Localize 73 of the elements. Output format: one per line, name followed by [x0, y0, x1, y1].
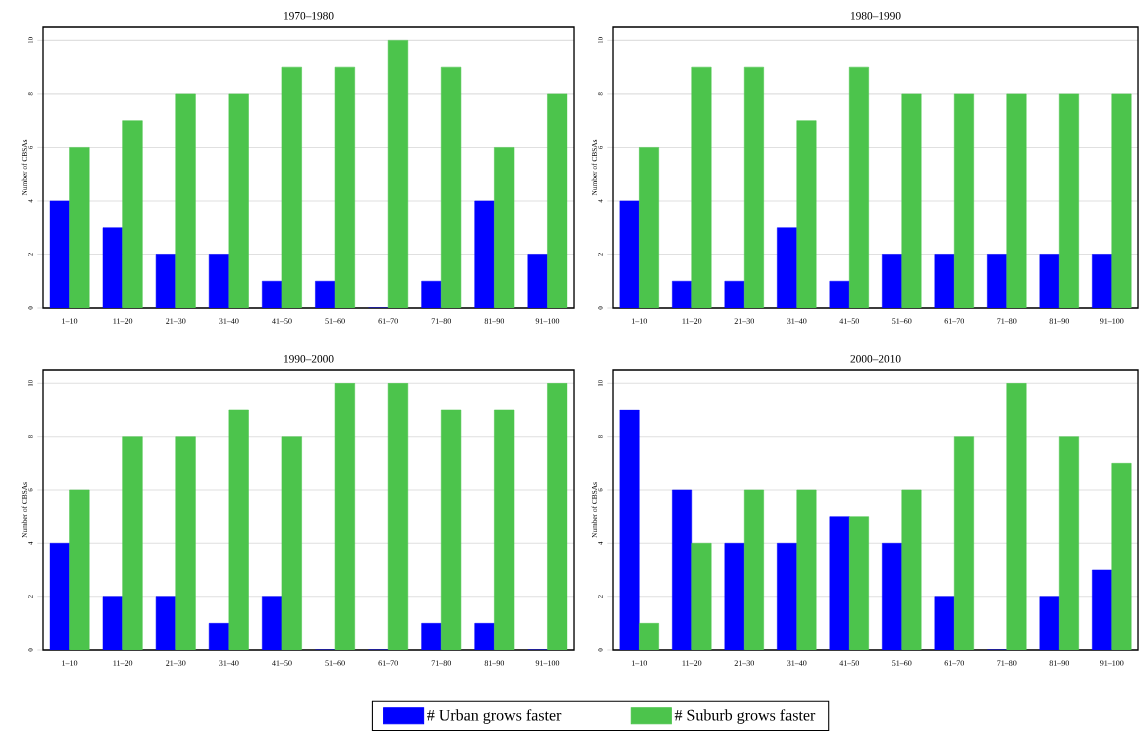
bar	[1006, 383, 1027, 650]
legend-label: # Suburb grows faster	[674, 709, 816, 724]
x-tick-label: 61–70	[378, 318, 398, 324]
bar	[953, 436, 974, 650]
x-tick-label: 11–20	[113, 318, 133, 324]
bar	[155, 596, 177, 650]
legend-label: # Urban grows faster	[427, 709, 562, 724]
chart-title: 1990–2000	[284, 354, 334, 363]
x-tick-label: 91–100	[535, 318, 560, 324]
x-tick-label: 41–50	[272, 318, 292, 324]
chart-title: 1970–1980	[284, 11, 334, 20]
x-tick-label: 61–70	[378, 660, 398, 666]
x-tick-label: 21–30	[166, 660, 186, 666]
bar	[743, 489, 764, 650]
x-tick-label: 71–80	[997, 660, 1017, 666]
x-tick-label: 51–60	[325, 660, 345, 666]
x-tick-label: 81–90	[1049, 318, 1069, 324]
bar	[102, 596, 123, 650]
chart-title: 1980–1990	[851, 11, 901, 20]
bar	[1111, 463, 1132, 650]
x-tick-label: 51–60	[892, 660, 912, 666]
bar	[474, 623, 495, 650]
bar	[494, 409, 515, 650]
x-tick-label: 61–70	[944, 660, 964, 666]
x-tick-label: 51–60	[892, 318, 912, 324]
bar	[440, 409, 462, 650]
bar	[49, 543, 70, 650]
x-tick-label: 41–50	[839, 318, 859, 324]
x-tick-label: 41–50	[839, 660, 859, 666]
bar	[262, 596, 283, 650]
bar	[387, 383, 409, 650]
x-tick-label: 31–40	[787, 318, 807, 324]
bar	[334, 383, 355, 650]
x-tick-label: 71–80	[997, 318, 1017, 324]
x-tick-label: 81–90	[484, 318, 505, 324]
bar	[1058, 436, 1079, 650]
x-tick-label: 71–80	[431, 318, 451, 324]
bar	[281, 436, 302, 650]
bar	[421, 623, 442, 650]
x-tick-label: 21–30	[166, 318, 186, 324]
x-tick-label: 51–60	[325, 318, 345, 324]
bar	[848, 516, 869, 650]
x-tick-label: 71–80	[431, 660, 451, 666]
x-tick-label: 31–40	[219, 318, 239, 324]
bar	[228, 409, 249, 650]
bar	[691, 543, 712, 650]
bar	[175, 436, 196, 650]
x-tick-label: 21–30	[734, 318, 754, 324]
x-tick-label: 11–20	[113, 660, 133, 666]
bar	[638, 623, 659, 650]
chart-title: 2000–2010	[850, 354, 901, 363]
x-tick-label: 21–30	[734, 660, 754, 666]
bar	[901, 489, 922, 650]
x-tick-label: 91–100	[1100, 318, 1124, 324]
x-tick-label: 91–100	[1100, 660, 1124, 666]
bar	[122, 436, 143, 650]
bar	[547, 383, 568, 650]
bar	[208, 623, 230, 650]
x-tick-label: 1–10	[62, 318, 78, 324]
x-tick-label: 31–40	[219, 660, 239, 666]
x-tick-label: 11–20	[682, 318, 702, 324]
bar	[69, 489, 90, 650]
x-tick-label: 1–10	[631, 660, 647, 666]
x-tick-label: 1–10	[631, 318, 647, 324]
bar	[796, 489, 817, 650]
x-tick-label: 61–70	[944, 318, 964, 324]
x-tick-label: 11–20	[682, 660, 702, 666]
x-tick-label: 1–10	[62, 660, 78, 666]
x-tick-label: 31–40	[787, 660, 807, 666]
x-tick-label: 81–90	[484, 660, 505, 666]
x-tick-label: 81–90	[1049, 660, 1069, 666]
x-tick-label: 41–50	[272, 660, 292, 666]
x-tick-label: 91–100	[535, 660, 560, 666]
